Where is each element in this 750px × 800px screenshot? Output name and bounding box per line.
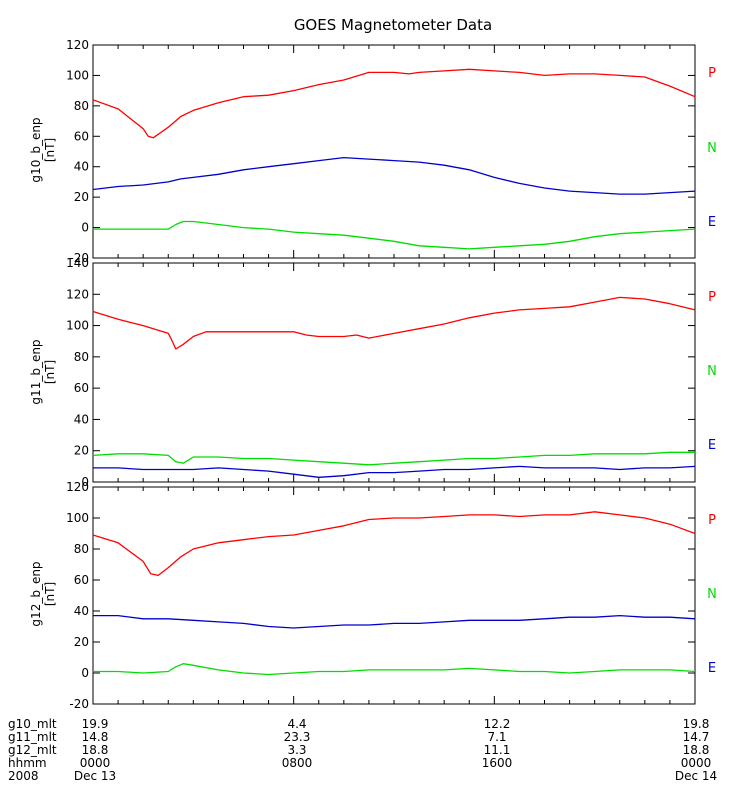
- series-line-n: [93, 220, 696, 250]
- y-tick-label: 0: [81, 475, 89, 489]
- y-tick-label: 0: [81, 666, 89, 680]
- footer-row-label: g10_mlt: [8, 717, 57, 731]
- y-tick-label: 40: [74, 604, 89, 618]
- panel-frame: [92, 262, 696, 483]
- footer-value: 14.8: [82, 730, 109, 744]
- series-line-n: [92, 451, 695, 466]
- component-label-n: N: [707, 364, 717, 379]
- component-label-e: E: [708, 438, 716, 453]
- footer-value: 4.4: [287, 717, 306, 731]
- series-line-p: [92, 68, 696, 139]
- y-tick-label: 100: [66, 511, 89, 525]
- y-tick-label: 40: [74, 412, 89, 426]
- footer-value: 18.8: [82, 743, 109, 757]
- y-tick-label: 100: [66, 68, 89, 82]
- footer-value: 19.8: [683, 717, 710, 731]
- footer-value: 14.7: [683, 730, 710, 744]
- series-line-n: [93, 663, 696, 676]
- series-line-e: [92, 156, 696, 195]
- footer-row-label: hhmm: [8, 756, 47, 770]
- y-tick-label: -20: [69, 697, 89, 711]
- y-tick-label: 20: [74, 444, 89, 458]
- component-label-e: E: [708, 661, 716, 676]
- footer-value: 0000: [80, 756, 111, 770]
- footer-value: 1600: [482, 756, 513, 770]
- footer-value: Dec 14: [675, 769, 717, 783]
- footer-value: 0800: [282, 756, 313, 770]
- panel-frame: [92, 44, 696, 259]
- y-tick-label: 80: [74, 542, 89, 556]
- footer-row-label: g11_mlt: [8, 730, 57, 744]
- y-tick-label: -20: [69, 251, 89, 265]
- panel-2: 0 20 40 60 80 100 120 140 g11_b_enp [nT] P N E: [29, 256, 717, 489]
- footer-value: 3.3: [287, 743, 306, 757]
- footer-value: 19.9: [82, 717, 109, 731]
- y-axis-label: g12_b_enp: [29, 561, 43, 626]
- footer-value: 7.1: [487, 730, 506, 744]
- component-label-p: P: [708, 290, 716, 305]
- y-axis-label: g10_b_enp: [29, 117, 43, 182]
- footer-value: 0000: [681, 756, 712, 770]
- footer-value: Dec 13: [74, 769, 116, 783]
- y-tick-label: 120: [66, 287, 89, 301]
- series-line-e: [93, 614, 696, 629]
- y-tick-label: 60: [74, 381, 89, 395]
- y-tick-label: 60: [74, 129, 89, 143]
- footer-value: 18.8: [683, 743, 710, 757]
- footer-value: 23.3: [284, 730, 311, 744]
- y-tick-label: 140: [66, 256, 89, 270]
- y-tick-label: 80: [74, 350, 89, 364]
- chart-title: GOES Magnetometer Data: [294, 16, 492, 34]
- panel-3: -20 0 20 40 60 80 100 120 g12_b_enp [nT] P N E: [29, 480, 717, 711]
- y-tick-label: 120: [66, 480, 89, 494]
- component-label-p: P: [708, 513, 716, 528]
- component-label-e: E: [708, 215, 716, 230]
- y-axis-unit: [nT]: [43, 138, 57, 162]
- component-label-n: N: [707, 141, 717, 156]
- y-axis-label: g11_b_enp: [29, 339, 43, 404]
- footer-value: 11.1: [484, 743, 511, 757]
- y-tick-label: 20: [74, 635, 89, 649]
- component-label-n: N: [707, 587, 717, 602]
- series-line-p: [92, 511, 696, 577]
- y-axis-unit: [nT]: [43, 360, 57, 384]
- y-tick-label: 120: [66, 38, 89, 52]
- footer-value: 12.2: [484, 717, 511, 731]
- series-line-p: [92, 296, 696, 350]
- footer-table: g10_mlt 19.9 4.4 12.2 19.8 g11_mlt 14.8 23.3 7.1…: [8, 717, 717, 783]
- series-line-e: [93, 465, 696, 478]
- y-axis-unit: [nT]: [43, 582, 57, 606]
- y-tick-label: 40: [74, 160, 89, 174]
- y-tick-label: 60: [74, 573, 89, 587]
- y-tick-label: 80: [74, 99, 89, 113]
- footer-row-label: g12_mlt: [8, 743, 57, 757]
- panel-1: -20 0 20 40 60 80 100 120 g10_b_enp [nT] P N E: [29, 38, 717, 265]
- y-tick-label: 100: [66, 319, 89, 333]
- footer-row-label: 2008: [8, 769, 39, 783]
- y-tick-label: 0: [81, 221, 89, 235]
- y-tick-label: 20: [74, 190, 89, 204]
- component-label-p: P: [708, 66, 716, 81]
